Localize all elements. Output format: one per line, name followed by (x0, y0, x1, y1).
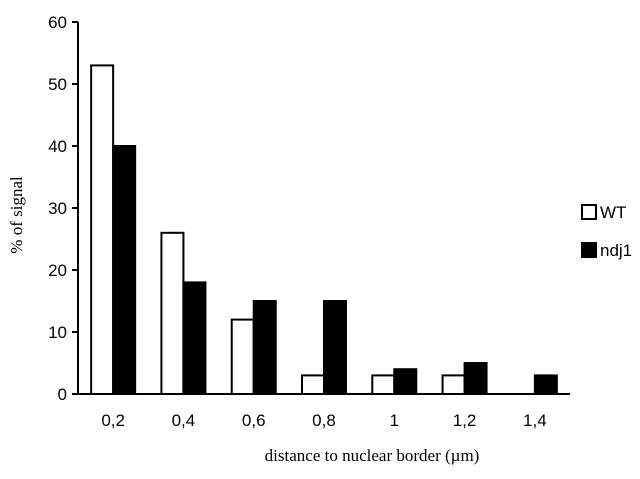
y-tick-label: 30 (48, 199, 67, 218)
y-tick-label: 10 (48, 323, 67, 342)
bar-ndj1-1-4 (533, 374, 558, 395)
legend: WT ndj1 (581, 203, 632, 260)
legend-label-ndj1: ndj1 (600, 241, 632, 260)
x-tick-label: 1,4 (523, 411, 547, 430)
bar-ndj1-0-8 (323, 300, 347, 395)
tick-labels: 0 10 20 30 40 50 60 0,2 0,4 0,6 0,8 1 1,2 1,4 (48, 13, 547, 430)
bar-ndj1-0-4 (182, 281, 207, 395)
y-tick-label: 20 (48, 261, 67, 280)
x-tick-label: 0,4 (172, 411, 196, 430)
y-tick-label: 50 (48, 75, 67, 94)
bar-ndj1-0-6 (252, 300, 277, 395)
bar-wt-0-6 (230, 318, 255, 396)
bar-wt-1 (371, 374, 396, 395)
legend-label-wt: WT (600, 203, 626, 222)
axes (72, 21, 570, 395)
x-tick-label: 1,2 (453, 411, 477, 430)
y-tick-label: 40 (48, 137, 67, 156)
bar-ndj1-1 (393, 368, 418, 396)
y-axis-label: % of signal (7, 176, 26, 254)
bar-wt-1-2 (441, 374, 466, 395)
bar-ndj1-1-2 (463, 362, 488, 395)
legend-swatch-ndj1 (581, 242, 597, 258)
x-axis-label: distance to nuclear border (µm) (265, 446, 480, 465)
bars (90, 64, 558, 396)
y-tick-label: 60 (48, 13, 67, 32)
bar-wt-0-2 (90, 64, 115, 396)
bar-wt-0-8 (301, 374, 325, 395)
x-tick-label: 0,8 (312, 411, 336, 430)
bar-wt-0-4 (160, 231, 185, 395)
bar-ndj1-0-2 (112, 145, 137, 395)
x-tick-label: 0,6 (242, 411, 266, 430)
y-tick-label: 0 (58, 385, 67, 404)
x-tick-label: 1 (390, 411, 399, 430)
legend-swatch-wt (581, 204, 597, 220)
x-tick-label: 0,2 (101, 411, 125, 430)
